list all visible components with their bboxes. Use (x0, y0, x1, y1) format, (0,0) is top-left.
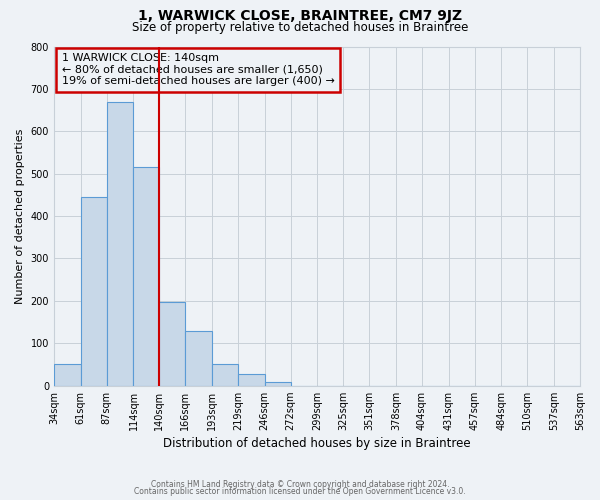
Bar (107, 102, 133, 386)
Text: 1, WARWICK CLOSE, BRAINTREE, CM7 9JZ: 1, WARWICK CLOSE, BRAINTREE, CM7 9JZ (138, 9, 462, 23)
Bar (160, 302, 185, 386)
Bar (265, 382, 290, 386)
Bar (185, 332, 212, 386)
Text: Size of property relative to detached houses in Braintree: Size of property relative to detached ho… (132, 22, 468, 35)
Bar (238, 374, 265, 386)
Bar (54, 364, 81, 386)
Bar (212, 364, 238, 386)
Text: Contains public sector information licensed under the Open Government Licence v3: Contains public sector information licen… (134, 487, 466, 496)
Bar (133, 168, 160, 386)
Text: Contains HM Land Registry data © Crown copyright and database right 2024.: Contains HM Land Registry data © Crown c… (151, 480, 449, 489)
Text: 1 WARWICK CLOSE: 140sqm
← 80% of detached houses are smaller (1,650)
19% of semi: 1 WARWICK CLOSE: 140sqm ← 80% of detache… (62, 54, 335, 86)
Bar (81, 197, 107, 386)
X-axis label: Distribution of detached houses by size in Braintree: Distribution of detached houses by size … (163, 437, 471, 450)
Y-axis label: Number of detached properties: Number of detached properties (15, 128, 25, 304)
